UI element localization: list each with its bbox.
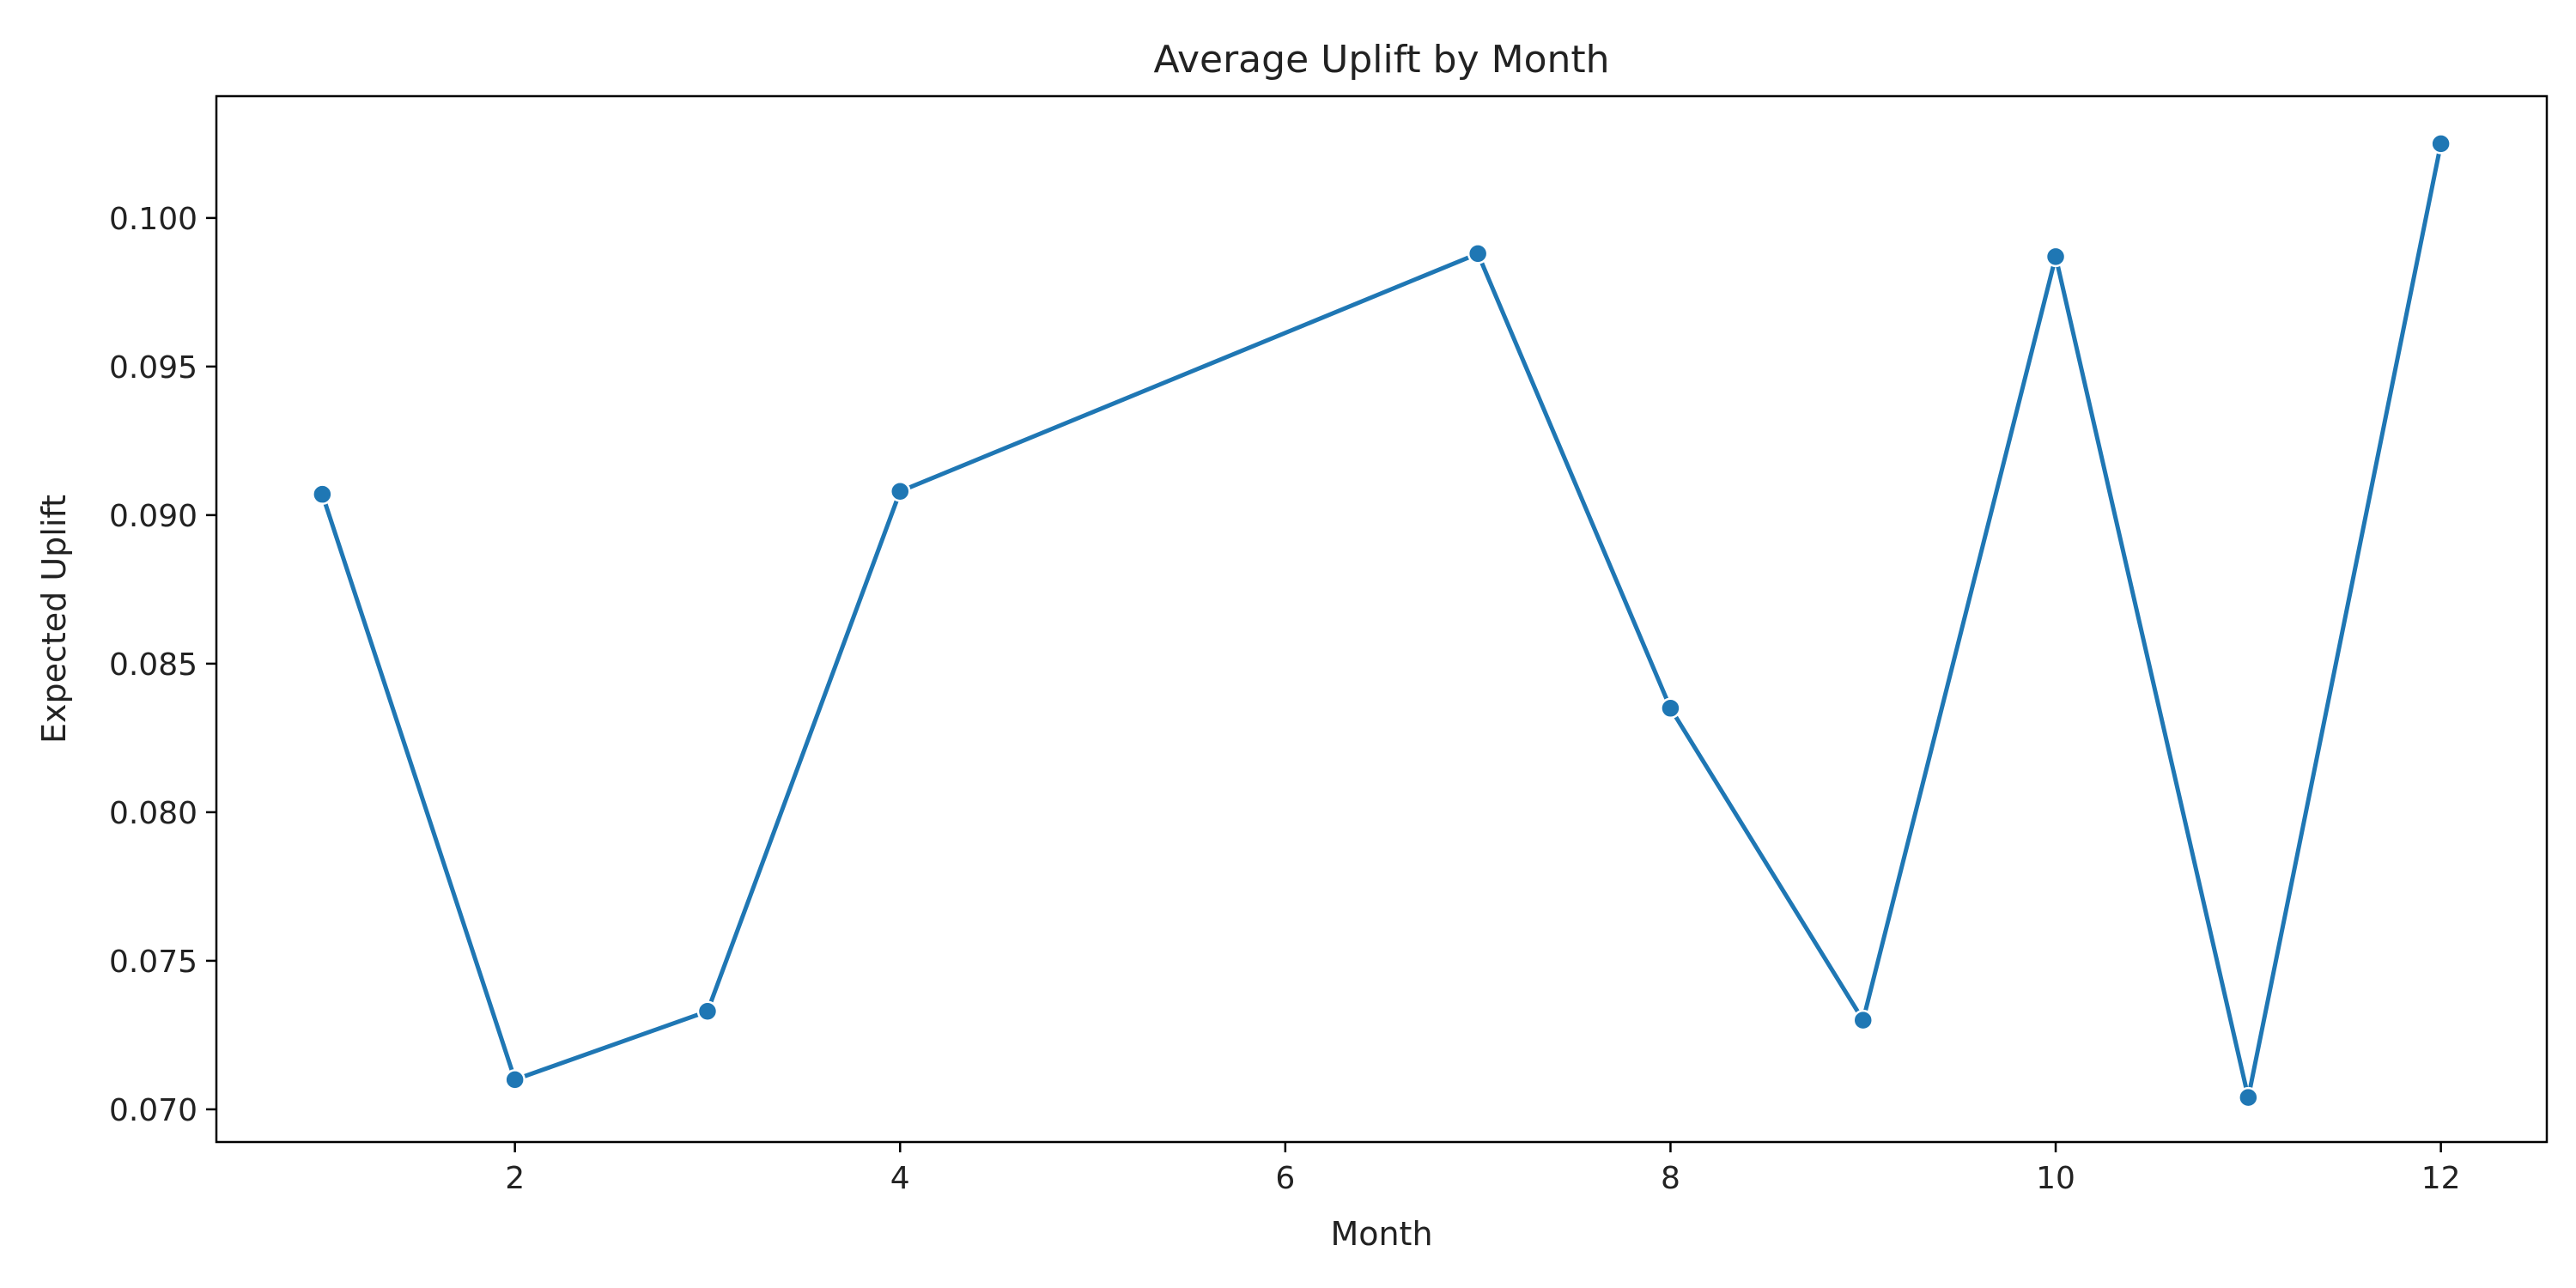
x-tick-label: 12 — [2421, 1161, 2461, 1196]
y-tick-label: 0.070 — [109, 1093, 197, 1128]
data-point — [2044, 246, 2067, 268]
x-axis-label: Month — [1330, 1215, 1432, 1253]
plot-area-frame — [215, 94, 2549, 1144]
data-point — [2238, 1086, 2259, 1109]
y-tick-label: 0.100 — [109, 202, 197, 237]
chart-title: Average Uplift by Month — [1153, 38, 1609, 82]
data-point — [312, 483, 333, 505]
x-tick-label: 4 — [890, 1161, 910, 1196]
data-point — [1852, 1009, 1874, 1031]
y-axis-ticks: 0.070 0.075 0.080 0.085 0.090 0.095 0.100 — [109, 202, 216, 1128]
y-tick-label: 0.080 — [109, 796, 197, 831]
y-tick-label: 0.095 — [109, 350, 197, 386]
y-tick-label: 0.085 — [109, 647, 197, 683]
x-axis-ticks: 2 4 6 8 10 12 — [505, 1142, 2461, 1196]
data-point — [1467, 243, 1489, 264]
x-tick-label: 10 — [2036, 1161, 2075, 1196]
data-point — [696, 1000, 719, 1022]
x-tick-label: 6 — [1275, 1161, 1295, 1196]
y-tick-label: 0.075 — [109, 945, 197, 980]
series-layer — [312, 133, 2451, 1109]
x-tick-label: 8 — [1661, 1161, 1680, 1196]
series-line — [319, 143, 2444, 1100]
y-axis-label: Expected Uplift — [35, 495, 73, 744]
x-tick-label: 2 — [505, 1161, 525, 1196]
y-tick-label: 0.090 — [109, 499, 197, 534]
data-point — [890, 480, 911, 502]
data-point — [2430, 133, 2451, 155]
data-point — [1660, 697, 1681, 720]
data-point — [504, 1069, 526, 1091]
